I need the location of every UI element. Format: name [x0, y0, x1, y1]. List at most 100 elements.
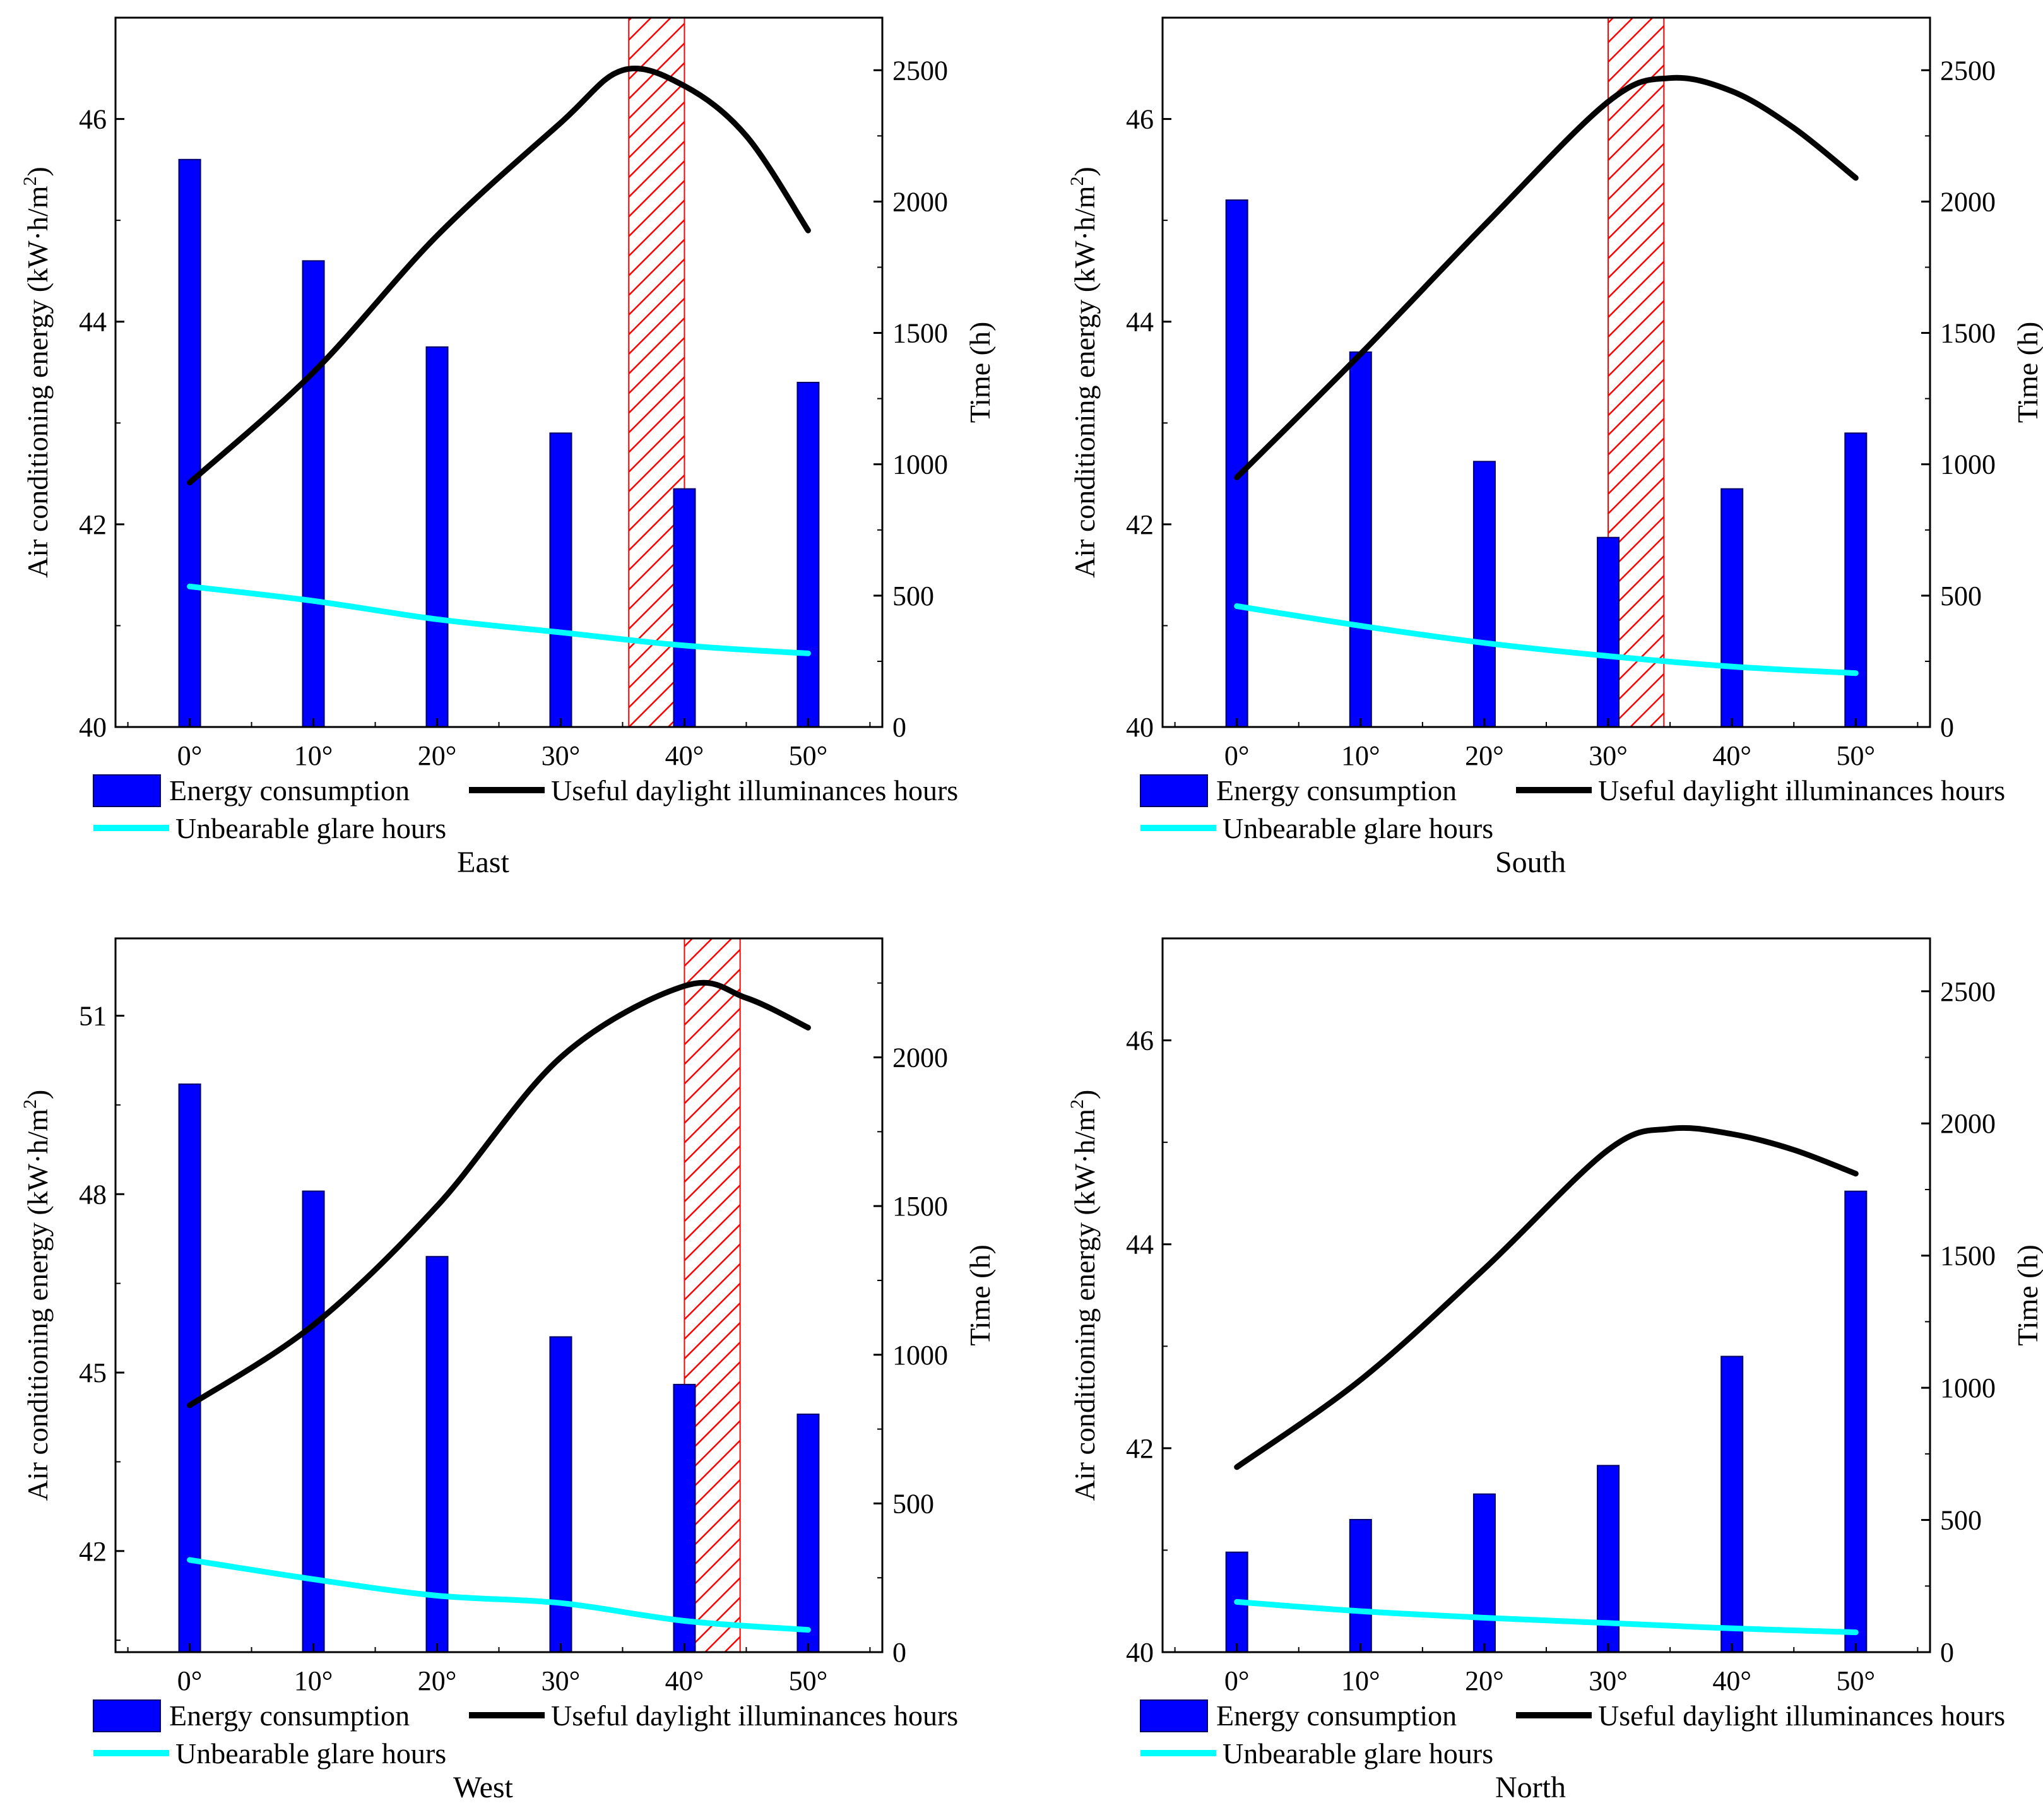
useful-daylight-line [187, 979, 811, 1409]
legend-useful-label: Useful daylight illuminances hours [1598, 1699, 2005, 1732]
left-tick-label: 44 [79, 307, 107, 338]
right-tick-label: 500 [892, 1488, 934, 1519]
right-tick-label: 2000 [1940, 186, 1996, 217]
right-tick-label: 500 [1940, 581, 1982, 612]
x-tick-label: 10° [294, 740, 333, 771]
legend-glare-label: Unbearable glare hours [1223, 1737, 1493, 1770]
right-tick-label: 1000 [1940, 449, 1996, 480]
x-tick-label: 40° [665, 740, 704, 771]
legend-energy-label: Energy consumption [169, 1699, 410, 1732]
legend-energy-swatch [93, 1699, 161, 1732]
x-tick-label: 0° [177, 740, 203, 771]
plot-frame [114, 16, 884, 728]
left-axis-title: Air conditioning energy (kW·h/m2) [1067, 167, 1101, 578]
energy-bar-50deg [1844, 1190, 1868, 1653]
left-tick-label: 44 [1126, 307, 1154, 338]
energy-bar-20deg [425, 346, 449, 728]
plot-frame [114, 937, 884, 1653]
energy-bar-50deg [1844, 432, 1868, 728]
energy-bar-10deg [302, 1190, 325, 1653]
energy-bar-20deg [1472, 461, 1496, 728]
right-tick-label: 2000 [892, 186, 948, 217]
x-tick-label: 10° [1341, 740, 1380, 771]
left-axis-title: Air conditioning energy (kW·h/m2) [20, 167, 54, 578]
useful-daylight-line [1234, 1125, 1859, 1470]
left-axis-title-close: ) [1069, 1090, 1101, 1099]
right-tick-label: 1000 [892, 449, 948, 480]
right-tick-label: 1500 [892, 318, 948, 349]
left-axis-title-sup: 2 [1067, 1099, 1087, 1109]
legend-glare-label: Unbearable glare hours [175, 812, 446, 844]
x-tick-label: 20° [418, 740, 457, 771]
energy-bar-50deg [796, 1414, 820, 1653]
x-tick-label: 50° [1837, 1665, 1876, 1696]
legend-energy-swatch [1140, 774, 1208, 807]
left-tick-label: 42 [79, 1536, 107, 1567]
right-tick-label: 2000 [892, 1043, 948, 1073]
left-tick-label: 40 [1126, 1637, 1154, 1668]
right-tick-label: 1500 [1940, 1241, 1996, 1272]
left-tick-label: 40 [1126, 712, 1154, 743]
right-tick-label: 0 [1940, 712, 1954, 743]
energy-bar-10deg [1349, 1518, 1372, 1653]
left-tick-label: 51 [79, 1001, 107, 1032]
left-axis-title-close: ) [21, 167, 54, 176]
x-tick-label: 50° [789, 1665, 828, 1696]
left-axis-title-text: Air conditioning energy (kW·h/m [21, 186, 54, 578]
x-tick-label: 20° [1465, 740, 1504, 771]
x-tick-label: 10° [294, 1665, 333, 1696]
right-tick-label: 1500 [1940, 318, 1996, 349]
energy-bar-50deg [796, 382, 820, 728]
left-axis-title-sup: 2 [20, 177, 40, 186]
left-axis-title-sup: 2 [1067, 177, 1087, 186]
legend-glare-label: Unbearable glare hours [175, 1737, 446, 1770]
x-tick-label: 20° [1465, 1665, 1504, 1696]
right-axis-title: Time (h) [964, 1244, 996, 1346]
x-tick-label: 50° [1837, 740, 1876, 771]
right-tick-label: 1000 [1940, 1373, 1996, 1403]
x-tick-label: 40° [1712, 740, 1751, 771]
legend-energy-swatch [93, 774, 161, 807]
x-tick-label: 40° [665, 1665, 704, 1696]
energy-bar-0deg [1225, 199, 1248, 728]
right-tick-label: 500 [1940, 1505, 1982, 1536]
chart-panel-south: 40 42 44 46 0 500 1000 1500 2000 2500 0° 10° 20° 30° 4… [1067, 16, 2043, 879]
right-tick-label: 2500 [1940, 55, 1996, 86]
x-tick-label: 30° [542, 740, 581, 771]
energy-bar-10deg [1349, 351, 1372, 728]
plot-frame [1161, 16, 1931, 728]
left-axis-title-text: Air conditioning energy (kW·h/m [21, 1109, 54, 1501]
panel-caption: West [453, 1771, 513, 1804]
plot-frame [1161, 937, 1931, 1653]
x-tick-label: 50° [789, 740, 828, 771]
chart-panel-west: 42 45 48 51 0 500 1000 1500 2000 0° 10° 20° 30° 40° 50… [20, 937, 996, 1804]
left-tick-label: 46 [1126, 1025, 1154, 1056]
glare-hours-line [187, 1557, 811, 1633]
left-tick-label: 42 [79, 509, 107, 540]
useful-daylight-line [187, 65, 811, 486]
energy-bar-20deg [425, 1256, 449, 1653]
x-tick-label: 30° [1589, 1665, 1628, 1696]
energy-bar-40deg [1720, 488, 1744, 728]
left-tick-label: 46 [79, 104, 107, 135]
left-tick-label: 46 [1126, 104, 1154, 135]
right-tick-label: 1000 [892, 1340, 948, 1371]
energy-bar-40deg [1720, 1356, 1744, 1653]
x-tick-label: 40° [1712, 1665, 1751, 1696]
left-axis-title-close: ) [21, 1090, 54, 1099]
panel-caption: East [457, 846, 509, 879]
right-tick-label: 2000 [1940, 1108, 1996, 1139]
left-tick-label: 48 [79, 1179, 107, 1210]
left-axis-title-text: Air conditioning energy (kW·h/m [1069, 1109, 1101, 1501]
left-axis-title: Air conditioning energy (kW·h/m2) [20, 1090, 54, 1501]
left-axis-title-sup: 2 [20, 1099, 40, 1109]
legend-useful-label: Useful daylight illuminances hours [551, 1699, 958, 1732]
legend-energy-label: Energy consumption [1216, 774, 1457, 807]
left-tick-label: 40 [79, 712, 107, 743]
energy-bar-10deg [302, 260, 325, 728]
left-tick-label: 42 [1126, 1433, 1154, 1464]
left-tick-label: 44 [1126, 1229, 1154, 1260]
legend-energy-label: Energy consumption [169, 774, 410, 807]
energy-bar-40deg [673, 1383, 696, 1653]
